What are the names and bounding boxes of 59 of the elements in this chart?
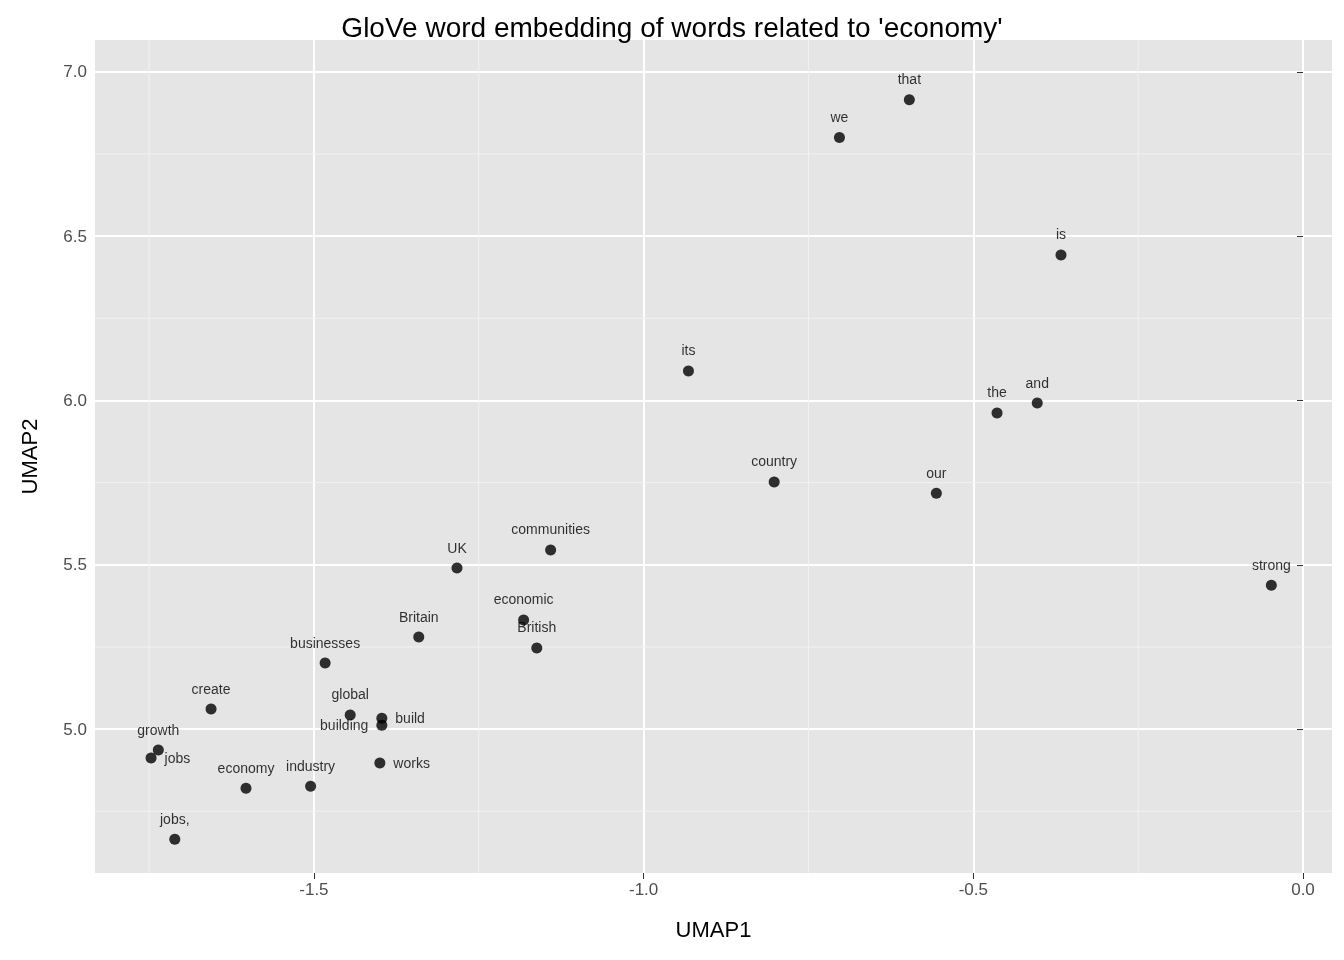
point [376, 719, 388, 731]
point [930, 487, 942, 499]
x-tick-label: -1.5 [299, 880, 329, 899]
point [152, 744, 164, 756]
y-axis-title: UMAP2 [16, 418, 42, 495]
point [319, 657, 331, 669]
point [145, 752, 157, 764]
data-label: businesses [290, 634, 361, 651]
point [991, 407, 1003, 419]
point [451, 562, 463, 574]
data-label: British [517, 619, 557, 636]
x-tick-label: -1.0 [628, 880, 659, 899]
point [305, 780, 317, 792]
chart-title: GloVe word embedding of words related to 'economy' [341, 11, 1003, 43]
point [682, 365, 694, 377]
data-label: industry [286, 757, 336, 774]
point [903, 94, 915, 106]
data-label: the [987, 384, 1007, 401]
y-tick-label: 7.0 [63, 62, 87, 82]
point [1055, 249, 1067, 261]
x-tick-label: -0.5 [958, 880, 988, 899]
data-label: its [681, 342, 696, 359]
point [531, 642, 543, 654]
data-label: that [897, 71, 922, 88]
point [1265, 579, 1277, 591]
point [545, 544, 557, 556]
point [205, 703, 217, 715]
data-label: build [395, 710, 425, 727]
data-label: communities [511, 521, 590, 538]
y-tick-label: 5.5 [63, 555, 87, 575]
data-label: our [926, 464, 947, 481]
data-label: growth [137, 721, 180, 738]
data-label: strong [1251, 556, 1291, 573]
point [833, 132, 845, 144]
point [240, 782, 252, 794]
data-label: we [829, 109, 849, 126]
data-label: works [392, 754, 430, 771]
point [374, 757, 386, 769]
data-label: global [331, 686, 369, 703]
y-tick-label: 6.5 [63, 226, 87, 246]
data-label: building [320, 717, 369, 734]
x-tick-label: 0.0 [1291, 880, 1315, 899]
point [768, 476, 780, 488]
point [169, 833, 181, 845]
data-label: economy [217, 759, 275, 776]
data-label: and [1025, 374, 1049, 391]
data-label: country [751, 453, 798, 470]
data-label: is [1055, 226, 1067, 243]
point [413, 631, 425, 643]
data-label: Britain [398, 608, 439, 625]
y-tick-label: 5.0 [63, 719, 87, 739]
data-label: jobs, [159, 810, 190, 827]
data-label: create [191, 680, 231, 697]
data-label: economic [493, 591, 554, 608]
x-axis-title: UMAP1 [675, 916, 752, 942]
point [1031, 397, 1043, 409]
data-label: UK [447, 539, 468, 556]
y-tick-label: 6.0 [63, 390, 87, 410]
data-label: jobs [163, 749, 191, 766]
